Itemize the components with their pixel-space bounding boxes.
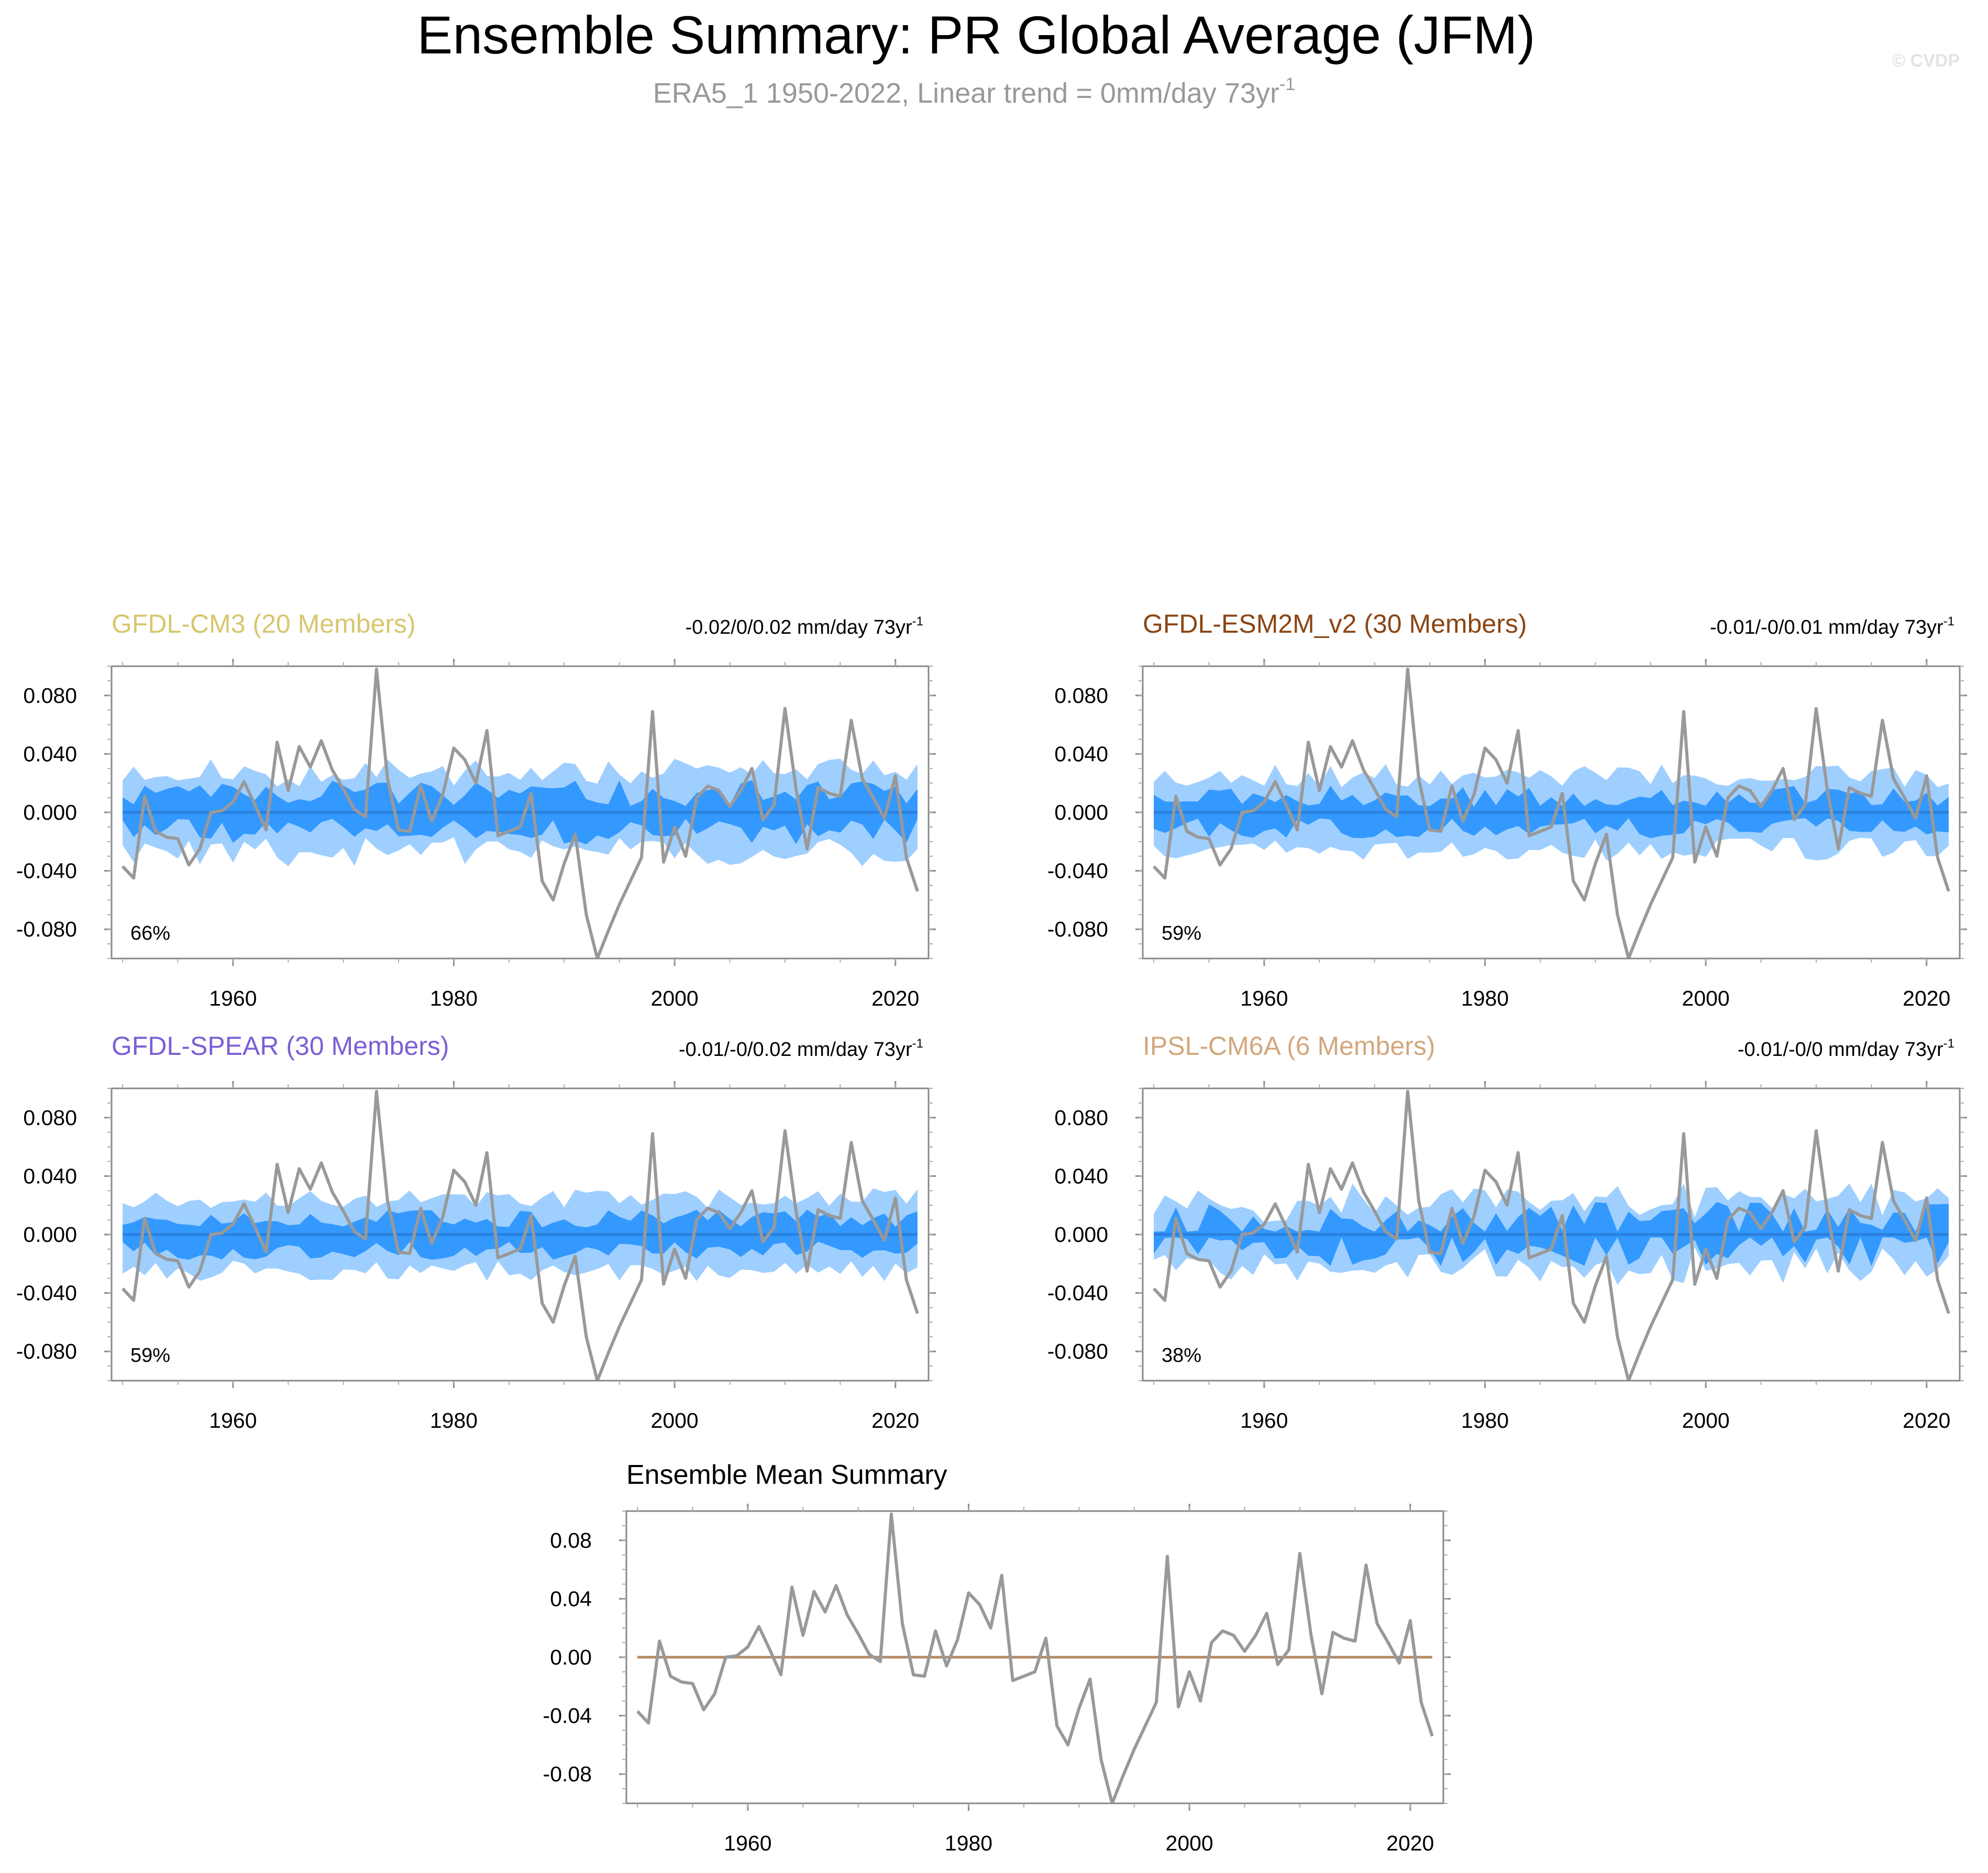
x-tick-label: 1980	[1461, 986, 1509, 1010]
y-tick-label: 0.000	[1054, 800, 1108, 824]
trend-label-text: -0.01/-0/0.01 mm/day 73yr	[1710, 616, 1943, 638]
y-tick-label: 0.00	[550, 1645, 592, 1669]
x-tick-label: 1980	[945, 1831, 992, 1855]
x-tick-label: 2000	[1682, 986, 1730, 1010]
trend-label-sup: -1	[1943, 1037, 1954, 1051]
x-tick-label: 2000	[651, 986, 699, 1010]
panel-gfdl-esm2m-v2: -0.080 -0.040 0.000 0.040 0.080 1960 1980 2000 2…	[1047, 609, 1967, 1010]
panel-title: IPSL-CM6A (6 Members)	[1143, 1031, 1435, 1061]
trend-label-sup: -1	[1943, 614, 1954, 629]
trend-label-sup: -1	[912, 1037, 923, 1051]
x-tick-label: 2020	[1903, 1408, 1950, 1433]
plot-area	[121, 1089, 919, 1381]
y-tick-label: 0.080	[23, 1106, 77, 1130]
x-tick-label: 1960	[724, 1831, 771, 1855]
trend-label-text: -0.01/-0/0.02 mm/day 73yr	[679, 1039, 912, 1061]
x-tick-label: 2000	[1682, 1408, 1730, 1433]
y-tick-label: 0.08	[550, 1528, 592, 1552]
page-subtitle-text: ERA5_1 1950-2022, Linear trend = 0mm/day…	[653, 78, 1279, 109]
x-tick-label: 1980	[430, 986, 478, 1010]
x-tick-label: 2020	[1903, 986, 1950, 1010]
trend-label: -0.01/-0/0.02 mm/day 73yr-1	[679, 1037, 923, 1061]
y-tick-label: -0.040	[16, 1281, 77, 1305]
y-tick-label: -0.080	[16, 1339, 77, 1363]
panel-gfdl-cm3: -0.080 -0.040 0.000 0.040 0.080 1960 1980 2000 2…	[16, 609, 936, 1010]
x-tick-label: 1960	[1240, 1408, 1288, 1433]
page-subtitle-sup: -1	[1279, 74, 1295, 94]
percent-label: 38%	[1162, 1345, 1201, 1367]
y-tick-label: 0.040	[23, 1164, 77, 1188]
percent-label: 59%	[1162, 922, 1201, 944]
y-tick-label: -0.040	[1047, 1281, 1108, 1305]
panel-title: Ensemble Mean Summary	[626, 1460, 947, 1490]
y-tick-label: 0.000	[23, 800, 77, 824]
trend-label-text: -0.02/0/0.02 mm/day 73yr	[686, 616, 912, 638]
panel-title: GFDL-CM3 (20 Members)	[112, 609, 416, 638]
trend-label: -0.01/-0/0.01 mm/day 73yr-1	[1710, 614, 1954, 638]
page-title: Ensemble Summary: PR Global Average (JFM…	[417, 5, 1535, 65]
panel-title: GFDL-ESM2M_v2 (30 Members)	[1143, 609, 1527, 638]
percent-label: 59%	[130, 1345, 170, 1367]
y-tick-label: 0.04	[550, 1586, 592, 1611]
x-tick-label: 2020	[1386, 1831, 1434, 1855]
y-tick-label: 0.080	[23, 684, 77, 708]
observed-series-line	[636, 1512, 1434, 1803]
trend-label: -0.02/0/0.02 mm/day 73yr-1	[686, 614, 923, 638]
x-tick-label: 2020	[871, 986, 919, 1010]
trend-label-sup: -1	[912, 614, 923, 629]
y-tick-label: 0.040	[23, 742, 77, 766]
panel-ipsl-cm6a: -0.080 -0.040 0.000 0.040 0.080 1960 1980 2000 2…	[1047, 1031, 1967, 1433]
x-tick-label: 2000	[651, 1408, 699, 1433]
y-tick-label: 0.000	[23, 1222, 77, 1247]
y-tick-label: 0.000	[1054, 1222, 1108, 1247]
y-tick-label: -0.040	[1047, 859, 1108, 883]
observed-series-line	[121, 1089, 919, 1381]
x-tick-label: 1960	[209, 1408, 257, 1433]
panel-title: GFDL-SPEAR (30 Members)	[112, 1031, 449, 1061]
plot-area	[636, 1512, 1434, 1803]
y-tick-label: -0.040	[16, 859, 77, 883]
observed-series-line	[1152, 667, 1950, 958]
x-tick-label: 1960	[1240, 986, 1288, 1010]
y-tick-label: -0.080	[16, 917, 77, 941]
trend-label-text: -0.01/-0/0 mm/day 73yr	[1738, 1039, 1943, 1061]
x-tick-label: 1980	[1461, 1408, 1509, 1433]
observed-series-line	[1152, 1089, 1950, 1381]
plot-area	[1152, 667, 1950, 958]
x-tick-label: 2000	[1166, 1831, 1213, 1855]
panel-gfdl-spear: -0.080 -0.040 0.000 0.040 0.080 1960 1980 2000 2…	[16, 1031, 936, 1433]
trend-label: -0.01/-0/0 mm/day 73yr-1	[1738, 1037, 1954, 1061]
y-tick-label: 0.080	[1054, 684, 1108, 708]
y-tick-label: 0.080	[1054, 1106, 1108, 1130]
panel-ensemble-mean-summary: -0.08 -0.04 0.00 0.04 0.08 1960 1980 2000 2020 En…	[543, 1460, 1451, 1855]
x-tick-label: 1980	[430, 1408, 478, 1433]
page-subtitle: ERA5_1 1950-2022, Linear trend = 0mm/day…	[653, 74, 1295, 109]
y-tick-label: -0.080	[1047, 1339, 1108, 1363]
x-tick-label: 2020	[871, 1408, 919, 1433]
y-tick-label: -0.04	[543, 1704, 592, 1728]
y-tick-label: -0.080	[1047, 917, 1108, 941]
percent-label: 66%	[130, 922, 170, 944]
plot-area	[121, 667, 919, 958]
x-tick-label: 1960	[209, 986, 257, 1010]
y-tick-label: 0.040	[1054, 742, 1108, 766]
panels-group: -0.080 -0.040 0.000 0.040 0.080 1960 1980 2000 2…	[16, 609, 1967, 1855]
observed-series-line	[121, 667, 919, 958]
watermark: © CVDP	[1892, 51, 1960, 71]
plot-area	[1152, 1089, 1950, 1381]
y-tick-label: 0.040	[1054, 1164, 1108, 1188]
y-tick-label: -0.08	[543, 1762, 592, 1786]
